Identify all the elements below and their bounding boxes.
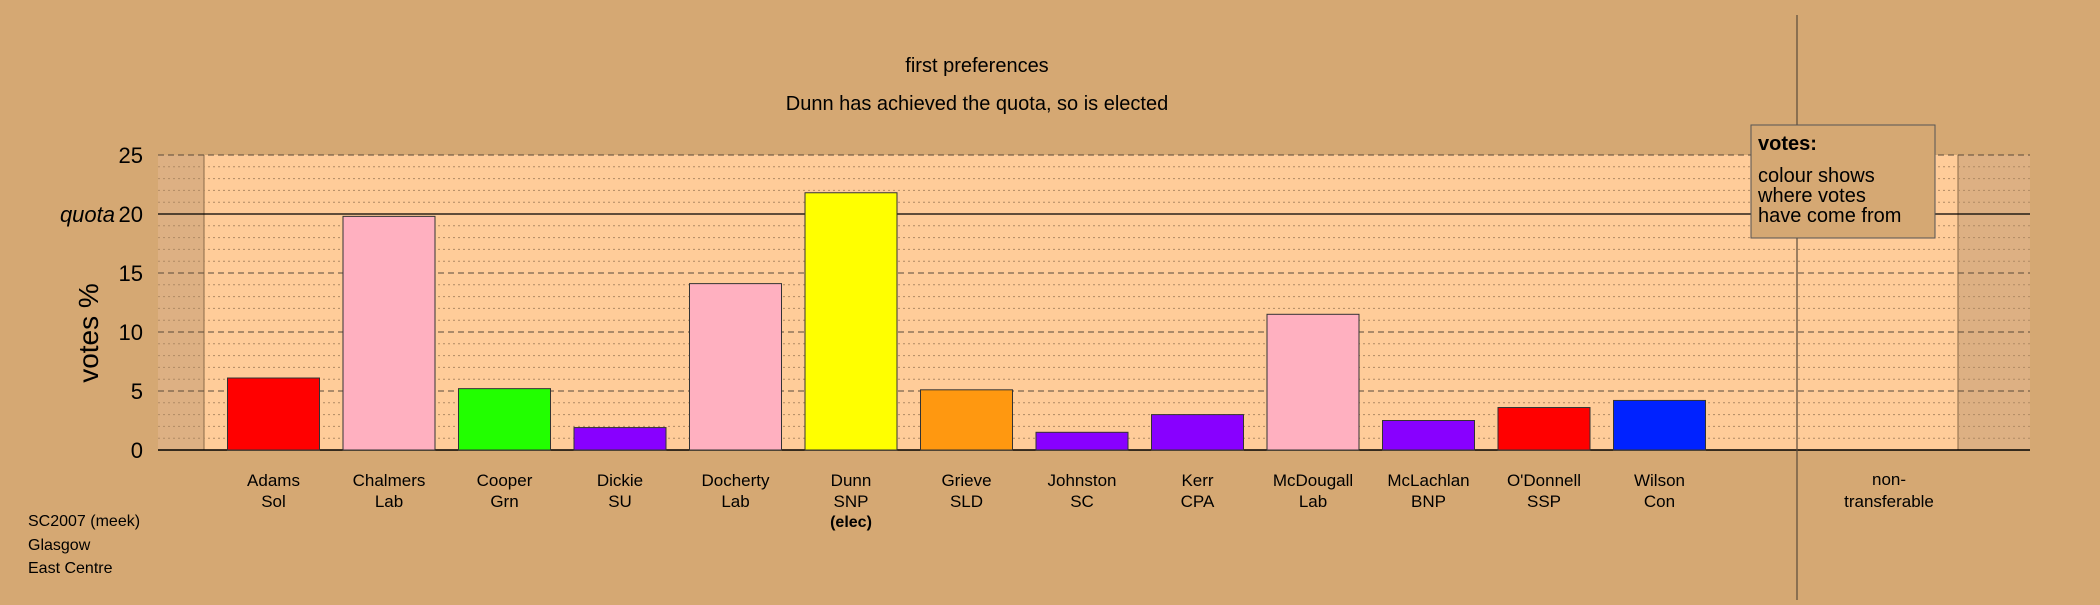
candidate-name: Chalmers bbox=[353, 471, 426, 490]
nontransferable-label-line1: non- bbox=[1872, 470, 1906, 489]
candidate-party: Con bbox=[1644, 492, 1675, 511]
nontransferable-label-line2: transferable bbox=[1844, 492, 1934, 511]
candidate-party: SU bbox=[608, 492, 632, 511]
bar-docherty bbox=[689, 283, 782, 451]
bar-cooper bbox=[458, 388, 551, 451]
bar-johnston bbox=[1035, 431, 1129, 451]
legend-line-3: have come from bbox=[1758, 205, 1901, 227]
y-tick-label: 20 bbox=[119, 202, 143, 227]
bar-dickie bbox=[573, 427, 667, 451]
candidate-name: Docherty bbox=[701, 471, 770, 490]
bar-adams bbox=[227, 377, 320, 451]
chart-subtitle: Dunn has achieved the quota, so is elect… bbox=[786, 93, 1168, 115]
bar-chalmers bbox=[342, 215, 436, 451]
candidate-name: O'Donnell bbox=[1507, 471, 1581, 490]
candidate-name: McLachlan bbox=[1387, 471, 1469, 490]
category-labels: Adams Sol Chalmers Lab Cooper Grn Dickie SU Doch… bbox=[247, 470, 1934, 531]
candidate-party: SSP bbox=[1527, 492, 1561, 511]
candidate-name: Johnston bbox=[1048, 471, 1117, 490]
bar-mcdougall bbox=[1266, 313, 1360, 451]
footer-council: Glasgow bbox=[28, 537, 91, 554]
bar-grieve bbox=[920, 389, 1013, 451]
bar-odonnell bbox=[1497, 407, 1591, 451]
candidate-name: McDougall bbox=[1273, 471, 1353, 490]
candidate-party: SLD bbox=[950, 492, 983, 511]
footer-election: SC2007 (meek) bbox=[28, 513, 141, 530]
quota-label: quota bbox=[60, 202, 115, 227]
bar-mclachlan bbox=[1382, 420, 1475, 451]
candidate-name: Dickie bbox=[597, 471, 643, 490]
candidate-name: Wilson bbox=[1634, 471, 1685, 490]
axis-labels: 0 5 10 15 20 25 quota bbox=[60, 143, 143, 463]
candidate-party: BNP bbox=[1411, 492, 1446, 511]
plot-background bbox=[158, 155, 2030, 450]
candidate-party: Lab bbox=[1299, 492, 1327, 511]
y-axis-label: votes % bbox=[73, 283, 104, 383]
y-tick-label: 10 bbox=[119, 320, 143, 345]
left-band bbox=[158, 155, 204, 450]
candidate-status: (elec) bbox=[830, 514, 872, 531]
right-band bbox=[1958, 155, 2030, 450]
legend-line-1: colour shows bbox=[1758, 165, 1875, 187]
footer-ward: East Centre bbox=[28, 560, 113, 577]
y-tick-label: 5 bbox=[131, 379, 143, 404]
candidate-name: Cooper bbox=[477, 471, 533, 490]
legend-line-2: where votes bbox=[1757, 185, 1866, 207]
candidate-party: SNP bbox=[834, 492, 869, 511]
candidate-party: CPA bbox=[1181, 492, 1215, 511]
candidate-name: Grieve bbox=[941, 471, 991, 490]
candidate-party: Lab bbox=[721, 492, 749, 511]
chart-title: first preferences bbox=[905, 55, 1048, 77]
candidate-name: Adams bbox=[247, 471, 300, 490]
candidate-party: SC bbox=[1070, 492, 1094, 511]
y-tick-label: 25 bbox=[119, 143, 143, 168]
y-tick-label: 0 bbox=[131, 438, 143, 463]
candidate-party: Lab bbox=[375, 492, 403, 511]
legend-title: votes: bbox=[1758, 133, 1817, 155]
candidate-party: Grn bbox=[490, 492, 518, 511]
bars bbox=[227, 192, 1706, 451]
y-tick-label: 15 bbox=[119, 261, 143, 286]
candidate-name: Dunn bbox=[831, 471, 872, 490]
bar-kerr bbox=[1151, 414, 1244, 451]
candidate-party: Sol bbox=[261, 492, 286, 511]
candidate-name: Kerr bbox=[1181, 471, 1213, 490]
bar-dunn bbox=[804, 192, 898, 451]
bar-wilson bbox=[1613, 399, 1706, 451]
legend-box: votes: colour shows where votes have com… bbox=[1750, 124, 1936, 239]
